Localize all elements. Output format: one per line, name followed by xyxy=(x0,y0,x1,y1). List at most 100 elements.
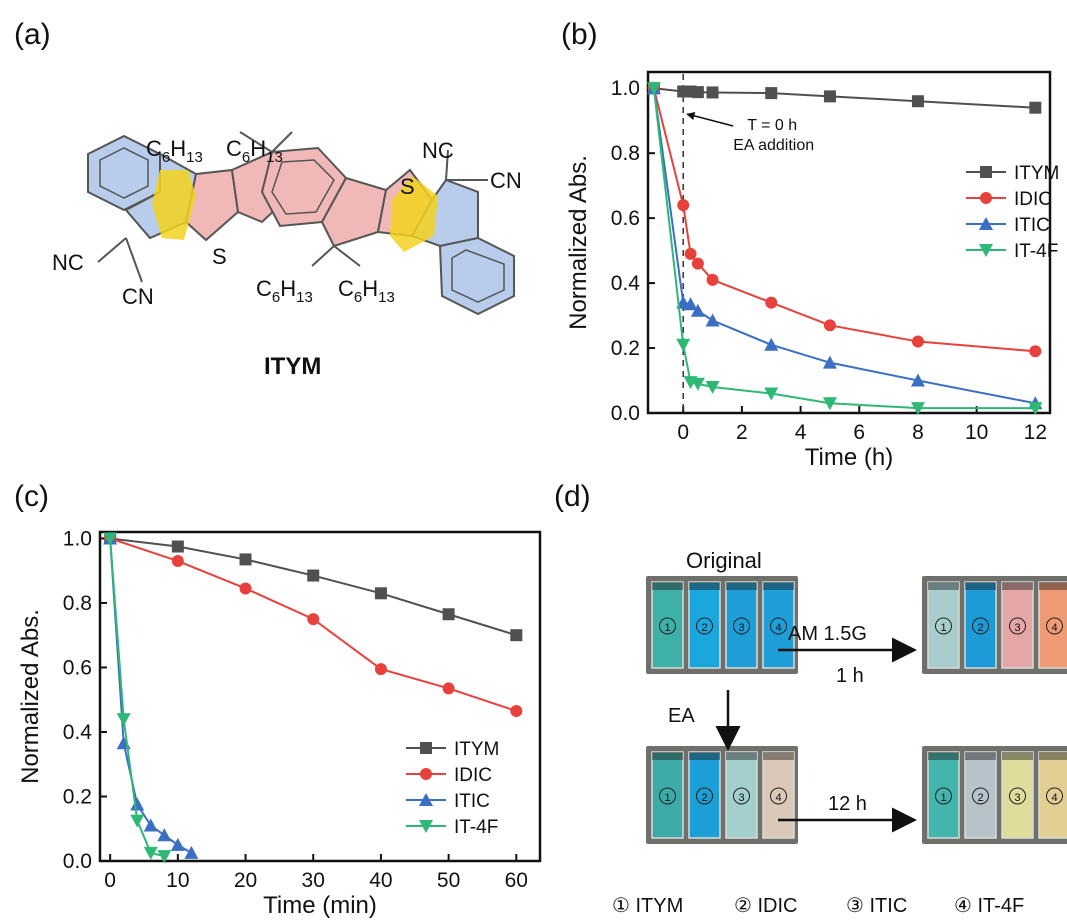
photo-original: 1 2 3 4 xyxy=(646,576,798,674)
chart-c-data-point xyxy=(307,613,320,626)
chart-b-data-point xyxy=(764,387,779,401)
vial xyxy=(688,581,721,669)
chart-b-y-tick-label: 0.8 xyxy=(611,142,640,165)
chart-b-data-point xyxy=(705,381,720,395)
chart-c-data-point xyxy=(103,532,118,546)
vial-number: 2 xyxy=(977,622,983,634)
chart-b-data-point xyxy=(646,82,661,96)
chart-c-data-point xyxy=(171,540,184,553)
vial-legend-1: ① ITYM xyxy=(612,895,683,917)
nc-label-top: NC xyxy=(422,138,454,163)
chart-c-data-point xyxy=(143,846,158,860)
vial-meniscus xyxy=(689,752,720,760)
chart-b-series-line xyxy=(652,88,1036,410)
molecule-name: ITYM xyxy=(264,353,321,380)
panel-label-c: (c) xyxy=(14,480,49,513)
vial-number-ring xyxy=(1046,787,1063,805)
chart-c-data-point xyxy=(157,828,172,842)
chart-c-data-point xyxy=(239,553,252,566)
vial-number: 2 xyxy=(701,622,707,634)
vial-meniscus xyxy=(652,582,683,590)
vial xyxy=(688,751,721,839)
chart-b-legend-marker xyxy=(979,244,993,257)
chart-c-legend-label: IT-4F xyxy=(454,817,498,838)
chart-b-x-tick-label: 6 xyxy=(853,421,865,444)
vial-number-ring xyxy=(1009,787,1026,805)
ea-label: EA xyxy=(668,705,695,727)
chart-c-y-tick-label: 0.2 xyxy=(63,785,92,808)
chart-b-x-tick-label: 10 xyxy=(965,421,988,444)
original-label: Original xyxy=(686,548,762,573)
right-highlight xyxy=(390,176,438,252)
chart-b-x-tick-label: 8 xyxy=(912,421,924,444)
chart-c-data-point xyxy=(239,582,252,595)
vial-meniscus xyxy=(1002,582,1033,590)
chart-b-series-it-4f xyxy=(646,82,1043,416)
chart-b-data-point xyxy=(911,95,924,108)
vial-number-ring xyxy=(972,617,989,635)
chart-b-data-point xyxy=(677,199,690,212)
chart-b-annotation-arrowhead xyxy=(686,112,696,120)
chart-b-legend-marker xyxy=(979,217,993,230)
photo-ea: 1 2 3 4 xyxy=(646,746,798,844)
chart-b-annotation-arrow xyxy=(687,113,734,127)
chart-c-data-point xyxy=(510,705,523,718)
chart-b-data-point xyxy=(911,335,924,348)
chart-c-legend-item: IT-4F xyxy=(406,817,498,838)
chart-b-data-point xyxy=(684,247,697,260)
vial-number: 2 xyxy=(701,792,707,804)
chart-b: 0 2 4 6 8 10 12 0.0 0.2 0.4 0.6 0.8 1.0 Time (h) Norma… xyxy=(565,70,1059,471)
chart-c-x-tick-label: 20 xyxy=(234,869,257,892)
vial-number: 4 xyxy=(1051,622,1057,634)
vial-number-ring xyxy=(659,787,676,805)
panel-label-a: (a) xyxy=(14,18,51,51)
chart-c-y-axis-label: Normalized Abs. xyxy=(17,609,44,784)
vial-photos: Original 1 2 3 4 1 2 3 4 1 2 3 4 1 2 3 4 AM 1.5G 1 h… xyxy=(612,548,1067,917)
vial-number: 1 xyxy=(664,792,670,804)
chart-c-legend-marker xyxy=(419,820,433,833)
chart-c-data-point xyxy=(184,845,199,859)
chart-b-data-point xyxy=(690,377,705,391)
alkyl-label-4: C6H13 xyxy=(338,276,395,306)
vial-number: 4 xyxy=(775,792,781,804)
chart-b-data-point xyxy=(1029,345,1042,358)
chart-c-x-tick-label: 40 xyxy=(369,869,392,892)
chart-c-data-point xyxy=(442,682,455,695)
vial-number-ring xyxy=(696,617,713,635)
vial-legend-2: ② IDIC xyxy=(734,895,798,917)
vial-meniscus xyxy=(1039,752,1067,760)
chart-c-series-itic xyxy=(103,531,199,859)
vial-legend-4: ④ IT-4F xyxy=(954,895,1024,917)
photo-ea-12h: 1 2 3 4 xyxy=(922,746,1067,844)
chart-b-data-point xyxy=(910,402,925,416)
vial-number-ring xyxy=(1046,617,1063,635)
chart-c-data-point xyxy=(442,608,455,621)
chart-c: 0 10 20 30 40 50 60 0.0 0.2 0.4 0.6 0.8 1.0 Time (min… xyxy=(17,527,542,919)
chart-b-x-tick-label: 4 xyxy=(795,421,807,444)
chart-b-y-tick-label: 0.4 xyxy=(611,272,641,295)
photo-background xyxy=(646,576,798,674)
chart-c-data-point xyxy=(116,736,131,750)
chart-c-x-tick-label: 30 xyxy=(302,869,325,892)
vial-number: 3 xyxy=(738,622,744,634)
chart-b-series-line xyxy=(652,88,1036,405)
chart-c-data-point xyxy=(170,837,185,851)
chart-b-data-point xyxy=(823,319,836,332)
vial-meniscus xyxy=(726,752,757,760)
right-cyclopenta-ring xyxy=(320,176,388,248)
vial-meniscus xyxy=(1039,582,1067,590)
panel-label-d: (d) xyxy=(554,480,591,513)
vial-number: 1 xyxy=(940,792,946,804)
vial-meniscus xyxy=(965,752,996,760)
vial-number: 1 xyxy=(664,622,670,634)
chart-b-x-axis-label: Time (h) xyxy=(805,444,893,471)
cn-label-bottom: CN xyxy=(122,284,154,309)
chart-c-data-point xyxy=(116,713,131,727)
sulfur-label-right: S xyxy=(400,174,415,199)
chart-b-data-point xyxy=(691,257,704,270)
vial-number-ring xyxy=(935,787,952,805)
chart-c-y-tick-label: 1.0 xyxy=(63,527,92,550)
chart-b-legend-item: ITIC xyxy=(966,215,1050,236)
chart-b-data-point xyxy=(676,338,691,352)
vial-meniscus xyxy=(763,752,794,760)
